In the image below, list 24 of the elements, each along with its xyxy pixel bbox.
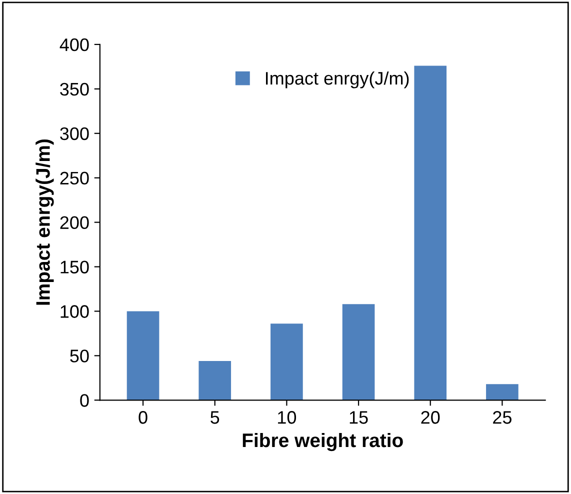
x-tick-label: 15 <box>350 411 368 424</box>
x-tick-label: 5 <box>210 411 220 424</box>
y-tick-label: 300 <box>60 127 89 140</box>
legend-label: Impact enrgy(J/m) <box>266 71 409 88</box>
y-tick-label: 350 <box>60 82 89 96</box>
x-tick-label: 0 <box>138 411 148 424</box>
y-tick-label: 100 <box>60 305 89 318</box>
y-tick-label: 150 <box>60 260 89 274</box>
y-tick-label: 50 <box>70 350 89 362</box>
y-tick-label: 0 <box>80 394 89 407</box>
y-tick-label: 250 <box>60 172 89 185</box>
bar <box>126 311 160 400</box>
x-tick-label: 25 <box>493 411 512 424</box>
x-axis-title: Fibre weight ratio <box>242 432 403 452</box>
x-tick-label: 10 <box>278 411 296 424</box>
x-tick-label: 20 <box>421 411 440 424</box>
bar <box>342 304 375 400</box>
bar <box>198 361 232 400</box>
y-tick-label: 400 <box>60 38 89 52</box>
bar <box>486 384 518 400</box>
y-tick-label: 200 <box>60 216 89 230</box>
bar <box>270 324 303 400</box>
bar <box>414 66 447 400</box>
y-axis-title: Impact enrgy(J/m) <box>36 140 54 305</box>
